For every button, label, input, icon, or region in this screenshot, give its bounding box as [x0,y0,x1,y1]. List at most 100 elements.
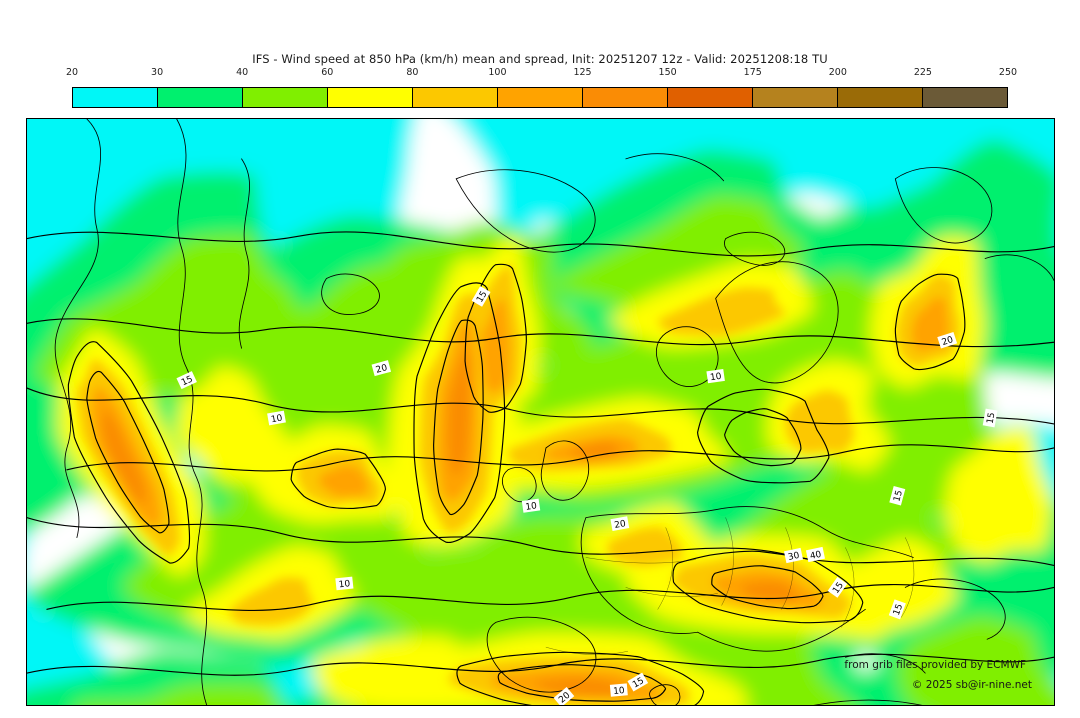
contour-label: 20 [610,516,630,531]
colorbar-tick-250: 250 [998,67,1018,78]
fill-region [312,636,493,705]
contour-label-halo [610,516,630,531]
colorbar-swatch-40 [243,88,328,107]
coastline [649,684,681,705]
fill-region [102,408,146,504]
colorbar-tick-80: 80 [406,67,419,78]
fill-region [784,390,855,454]
spread-contour [724,408,802,467]
spread-contour [464,263,527,413]
coastline [894,167,993,244]
contour-label-halo [609,683,628,697]
coastline [540,440,590,501]
coastline [656,326,719,387]
colorbar-swatch-80 [413,88,498,107]
colorbar-tick-150: 150 [658,67,677,78]
windspeed-fill-detail [76,264,961,705]
colorbar-tick-175: 175 [743,67,762,78]
contour-label-halo [521,498,541,513]
contour-label-text: 10 [338,579,351,590]
fill-region [741,581,799,601]
fill-region [944,425,1053,563]
spread-contour [711,565,824,610]
fill-region [318,465,369,497]
contour-label-halo [888,599,906,620]
colorbar-swatch-175 [753,88,838,107]
contour-label-text: 10 [270,413,283,425]
coastline [501,467,537,503]
fill-region [78,683,280,705]
contour-label-halo [267,410,286,426]
contour-label-halo [471,286,491,307]
spread-contour [497,664,667,702]
coastline [625,153,725,182]
colorbar-tick-20: 20 [65,67,79,78]
contour-label: 15 [888,599,906,620]
fill-region [228,577,314,626]
spread-contour [672,550,864,624]
contour-label: 15 [889,485,906,506]
contour-label-halo [889,485,906,506]
fill-region [607,527,683,567]
contour-label: 15 [982,408,998,428]
colorbar-swatch-225 [923,88,1007,107]
contour-label-text: 15 [180,374,195,388]
contour-label: 30 [783,547,804,564]
spread-contour [456,651,705,705]
fill-region [481,298,511,395]
spread-contour [433,319,484,516]
contour-label-halo [335,576,354,591]
contour-label-text: 20 [375,363,389,376]
colorbar-swatch-20 [73,88,158,107]
colorbar-tick-40: 40 [236,67,249,78]
contour-label-halo [982,408,998,428]
contour-label-halo [176,371,197,390]
colorbar-tick-30: 30 [151,67,164,78]
contour-label: 20 [371,360,392,377]
contour-label-halo [827,577,848,598]
contour-label: 40 [805,546,826,563]
political-border [721,517,734,606]
contour-label: 15 [627,672,649,692]
political-border [781,527,794,610]
coastline [813,699,923,705]
spread-contour [894,273,966,371]
contour-label: 10 [335,576,354,591]
spread-contour [27,318,1054,348]
colorbar-swatch-60 [328,88,413,107]
coastline [580,517,699,634]
page-title: IFS - Wind speed at 850 hPa (km/h) mean … [252,52,828,66]
colorbar-swatch-100 [498,88,583,107]
political-border [901,537,915,618]
weather-map[interactable]: 10 20 15 10 20 30 40 15 15 15 10 15 20 10 15 20 10 15 fro… [26,118,1055,706]
contour-label-text: 15 [892,489,905,503]
colorbar-tick-labels: 20 30 40 60 80 100 125 150 175 200 225 250 [66,67,1017,83]
colorbar-swatch-30 [158,88,243,107]
fill-region [448,351,470,476]
coastline [455,169,596,253]
coastline [321,273,380,315]
contour-label-halo [937,331,958,349]
coastlines [54,119,1054,705]
contour-label: 20 [937,331,958,349]
contour-label-halo [783,547,804,564]
contour-label-text: 20 [614,519,627,531]
contour-label: 10 [706,369,725,383]
contour-label: 15 [176,371,197,390]
spread-contour [27,387,1054,425]
spread-contour [697,388,830,484]
spread-contour [46,584,1054,612]
spread-contour [27,231,1054,257]
fill-region [658,287,785,337]
spread-contour [27,517,1054,567]
coastline [984,254,1054,281]
colorbar-tick-60: 60 [321,67,334,78]
contour-label-halo [553,687,575,705]
spread-contours [27,231,1054,705]
colorbar-swatch-150 [668,88,753,107]
coastline [904,578,1006,640]
coastline [486,616,597,693]
contour-label-text: 20 [941,335,955,348]
coastline [54,119,101,538]
